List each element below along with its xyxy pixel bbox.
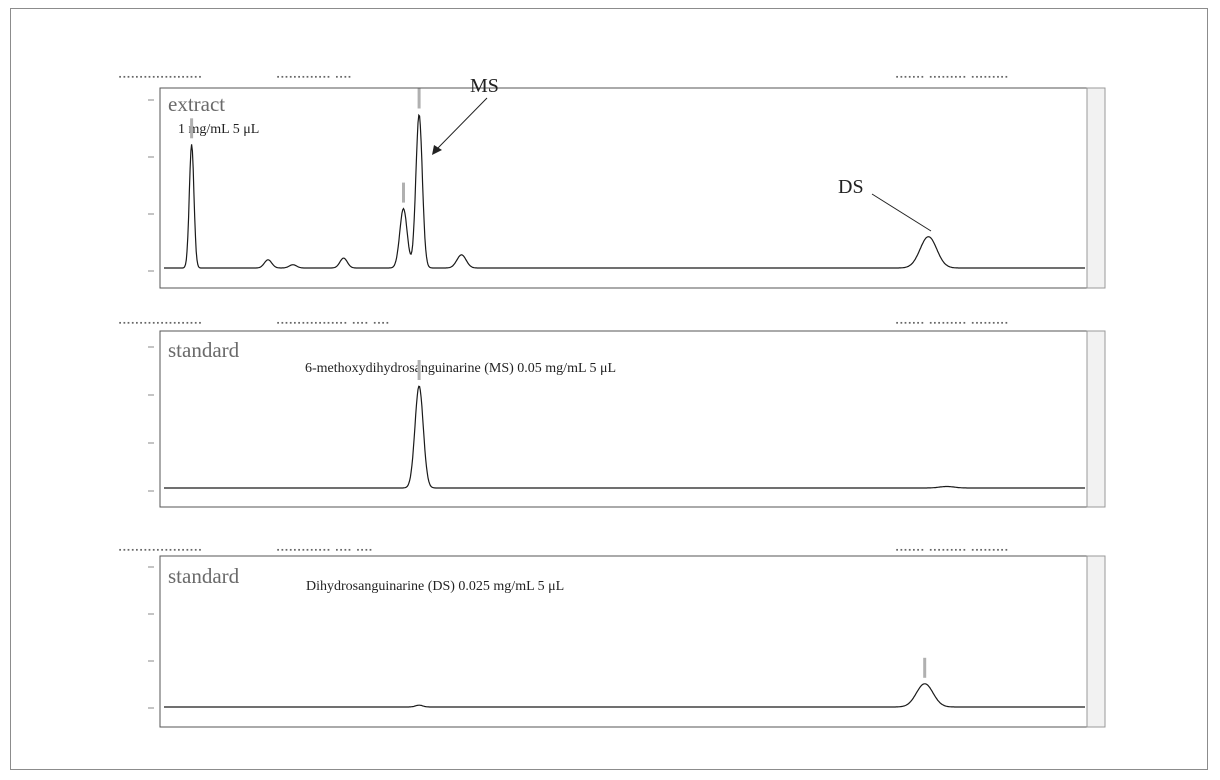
annotation-ms-arrowhead: [432, 145, 442, 155]
header-text-mid: ▪▪▪▪▪▪▪▪▪▪▪▪▪▪▪▪▪ ▪▪▪▪ ▪▪▪▪: [276, 320, 389, 328]
chromatogram-trace: [164, 113, 1085, 269]
header-text-left: ▪▪▪▪▪▪▪▪▪▪▪▪▪▪▪▪▪▪▪▪: [118, 320, 202, 328]
peak-label: [190, 118, 194, 139]
peak-labels: [417, 360, 421, 380]
header-text-left: ▪▪▪▪▪▪▪▪▪▪▪▪▪▪▪▪▪▪▪▪: [118, 547, 202, 555]
y-ticks: [148, 346, 154, 492]
sample-info: Dihydrosanguinarine (DS) 0.025 mg/mL 5 μ…: [306, 579, 564, 594]
peak-labels: [923, 657, 927, 678]
panel-label: standard: [168, 564, 240, 588]
plot-frame: [159, 330, 1088, 508]
peak-labels: [190, 88, 421, 203]
header-text-right: ▪▪▪▪▪▪▪ ▪▪▪▪▪▪▪▪▪ ▪▪▪▪▪▪▪▪▪: [895, 547, 1008, 555]
annotation-ms-arrow: [435, 97, 488, 151]
annotation-ds: DS: [838, 176, 864, 198]
panel-label: standard: [168, 338, 240, 362]
panel-standard-ds: ▪▪▪▪▪▪▪▪▪▪▪▪▪▪▪▪▪▪▪▪ ▪▪▪▪▪▪▪▪▪▪▪▪▪ ▪▪▪▪ …: [118, 547, 1106, 728]
peak-label: [417, 88, 421, 109]
annotation-ds-line: [871, 193, 932, 232]
annotation-ms: MS: [470, 75, 499, 97]
chromatogram-trace: [164, 385, 1085, 489]
sample-info: 1 mg/mL 5 μL: [178, 122, 259, 137]
y-ticks: [148, 99, 154, 272]
plot-frame: [159, 87, 1088, 289]
header-text-mid: ▪▪▪▪▪▪▪▪▪▪▪▪▪ ▪▪▪▪: [276, 74, 352, 82]
panel-standard-ms: ▪▪▪▪▪▪▪▪▪▪▪▪▪▪▪▪▪▪▪▪ ▪▪▪▪▪▪▪▪▪▪▪▪▪▪▪▪▪ ▪…: [118, 320, 1106, 508]
header-text-right: ▪▪▪▪▪▪▪ ▪▪▪▪▪▪▪▪▪ ▪▪▪▪▪▪▪▪▪: [895, 320, 1008, 328]
peak-label: [402, 182, 405, 203]
header-text-left: ▪▪▪▪▪▪▪▪▪▪▪▪▪▪▪▪▪▪▪▪: [118, 74, 202, 82]
panel-extract: ▪▪▪▪▪▪▪▪▪▪▪▪▪▪▪▪▪▪▪▪ ▪▪▪▪▪▪▪▪▪▪▪▪▪ ▪▪▪▪ …: [118, 74, 1106, 289]
panel-label: extract: [168, 92, 225, 116]
header-text-mid: ▪▪▪▪▪▪▪▪▪▪▪▪▪ ▪▪▪▪ ▪▪▪▪: [276, 547, 373, 555]
y-scrollbar: [1086, 555, 1106, 728]
chromatogram-trace: [164, 683, 1085, 708]
peak-label: [923, 657, 927, 678]
figure-frame: [10, 8, 1208, 770]
y-scrollbar: [1086, 330, 1106, 508]
y-ticks: [148, 566, 154, 709]
sample-info: 6-methoxydihydrosanguinarine (MS) 0.05 m…: [305, 361, 616, 376]
y-scrollbar: [1086, 87, 1106, 289]
plot-frame: [159, 555, 1088, 728]
peak-label: [417, 360, 421, 380]
header-text-right: ▪▪▪▪▪▪▪ ▪▪▪▪▪▪▪▪▪ ▪▪▪▪▪▪▪▪▪: [895, 74, 1008, 82]
